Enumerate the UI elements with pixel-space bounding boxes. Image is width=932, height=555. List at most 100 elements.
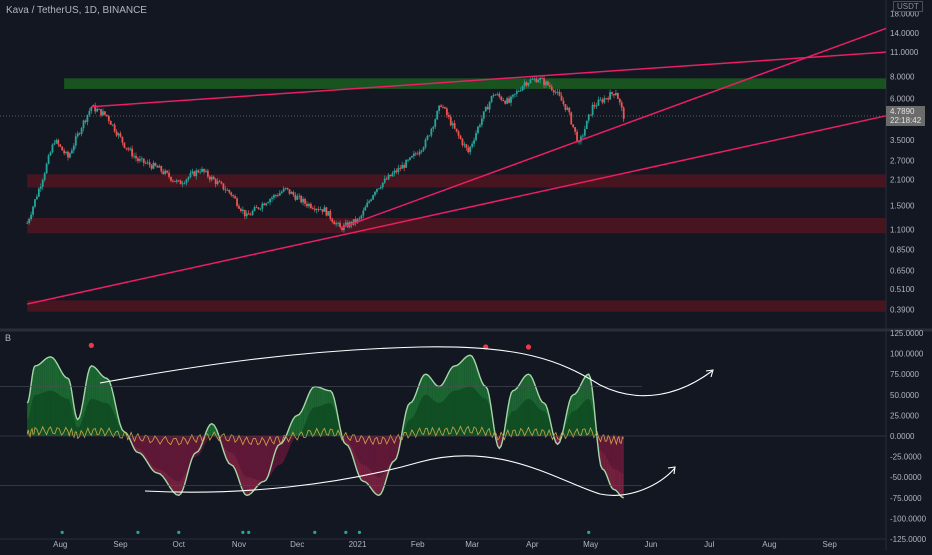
candle-body — [457, 131, 460, 136]
oscillator-inner-area — [352, 436, 355, 453]
candle-body — [144, 162, 147, 164]
candle-body — [317, 208, 320, 210]
price-tick-label: 0.5100 — [890, 285, 915, 294]
oscillator-area — [295, 415, 298, 436]
oscillator-inner-area — [466, 386, 469, 436]
candle-body — [300, 195, 303, 203]
candle-body — [436, 110, 439, 120]
oscillator-inner-area — [235, 436, 238, 461]
oscillator-inner-area — [565, 420, 568, 436]
oscillator-inner-area — [246, 436, 249, 478]
candle-body — [214, 179, 217, 185]
candle-body — [88, 110, 91, 115]
oscillator-inner-area — [485, 398, 488, 436]
oscillator-inner-area — [577, 407, 580, 436]
oscillator-inner-area — [622, 436, 624, 474]
candle-body — [304, 199, 306, 204]
candle-body — [253, 207, 256, 212]
candle-body — [512, 94, 514, 97]
candle-body — [513, 93, 516, 95]
candle-body — [185, 179, 188, 183]
candle-body — [523, 82, 526, 86]
oscillator-line — [26, 354, 624, 499]
oscillator-inner-area — [259, 436, 263, 482]
candle-body — [47, 155, 50, 164]
candle-body — [389, 174, 392, 177]
candle-body — [374, 191, 376, 196]
oscillator-inner-area — [554, 435, 556, 440]
oscillator-inner-area — [248, 436, 252, 478]
oscillator-inner-area — [489, 404, 491, 436]
candle-body — [311, 208, 314, 209]
candle-body — [407, 159, 409, 161]
oscillator-inner-area — [264, 436, 267, 482]
oscillator-inner-area — [214, 436, 217, 439]
oscillator-inner-area — [611, 436, 613, 469]
oscillator-tick-label: 50.0000 — [890, 391, 919, 400]
candle-body — [611, 92, 613, 94]
oscillator-inner-area — [388, 436, 391, 466]
signal-dot-green — [136, 530, 140, 535]
signal-dot-green — [177, 530, 181, 535]
oscillator-inner-area — [580, 402, 583, 436]
candle-body — [187, 177, 190, 180]
signal-dot-green — [241, 530, 245, 535]
oscillator-tick-label: -25.0000 — [890, 453, 922, 462]
candle-body — [615, 93, 617, 96]
candle-body — [327, 211, 330, 216]
candle-body — [445, 108, 448, 115]
candle-body — [459, 135, 462, 139]
candle-body — [154, 162, 157, 166]
candle-body — [477, 126, 479, 134]
oscillator-inner-area — [448, 392, 451, 436]
oscillator-inner-area — [511, 411, 513, 436]
candle-body — [440, 105, 442, 107]
candle-body — [560, 95, 563, 101]
candle-body — [257, 207, 260, 209]
candle-body — [133, 155, 135, 157]
oscillator-inner-area — [530, 399, 533, 436]
oscillator-inner-area — [446, 394, 449, 436]
oscillator-inner-area — [408, 419, 410, 436]
oscillator-inner-area — [109, 404, 112, 436]
candle-body — [411, 155, 413, 158]
oscillator-inner-area — [170, 436, 174, 480]
oscillator-inner-area — [421, 395, 424, 436]
candle-body — [556, 91, 559, 93]
oscillator-inner-area — [185, 436, 188, 474]
candle-body — [59, 144, 62, 147]
candle-body — [414, 153, 417, 155]
oscillator-inner-area — [152, 436, 155, 469]
candle-body — [323, 207, 326, 212]
oscillator-inner-area — [257, 436, 260, 481]
candle-body — [70, 150, 73, 154]
candle-body — [98, 109, 100, 110]
annotation-arrow-upper — [99, 346, 713, 397]
signal-dot-green — [344, 530, 348, 535]
candle-body — [578, 141, 580, 143]
oscillator-inner-area — [376, 436, 379, 478]
oscillator-inner-area — [89, 398, 92, 436]
oscillator-inner-area — [324, 403, 327, 436]
candle-body — [172, 180, 174, 182]
oscillator-inner-area — [147, 436, 151, 463]
oscillator-inner-area — [111, 407, 114, 436]
oscillator-inner-area — [31, 402, 33, 436]
oscillator-inner-area — [334, 408, 337, 436]
oscillator-inner-area — [378, 436, 381, 478]
candle-body — [564, 104, 567, 110]
candle-body — [473, 140, 475, 144]
oscillator-inner-area — [522, 400, 525, 436]
candle-body — [241, 209, 244, 212]
candle-body — [109, 120, 112, 125]
candle-body — [447, 114, 450, 117]
oscillator-inner-area — [479, 395, 482, 436]
trendline — [27, 115, 887, 305]
oscillator-inner-area — [501, 435, 503, 440]
oscillator-inner-area — [168, 436, 171, 478]
candle-body — [391, 173, 394, 177]
oscillator-inner-area — [573, 410, 576, 436]
oscillator-inner-area — [91, 398, 94, 436]
